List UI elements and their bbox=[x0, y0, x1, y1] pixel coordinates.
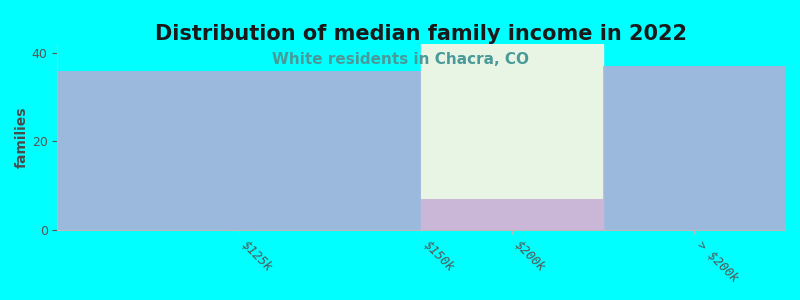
Bar bbox=[421, 44, 603, 230]
Bar bbox=[603, 66, 785, 230]
Title: Distribution of median family income in 2022: Distribution of median family income in … bbox=[155, 24, 687, 44]
Y-axis label: families: families bbox=[15, 106, 29, 168]
Bar bbox=[421, 199, 603, 230]
Bar bbox=[58, 70, 421, 230]
Text: White residents in Chacra, CO: White residents in Chacra, CO bbox=[271, 52, 529, 68]
